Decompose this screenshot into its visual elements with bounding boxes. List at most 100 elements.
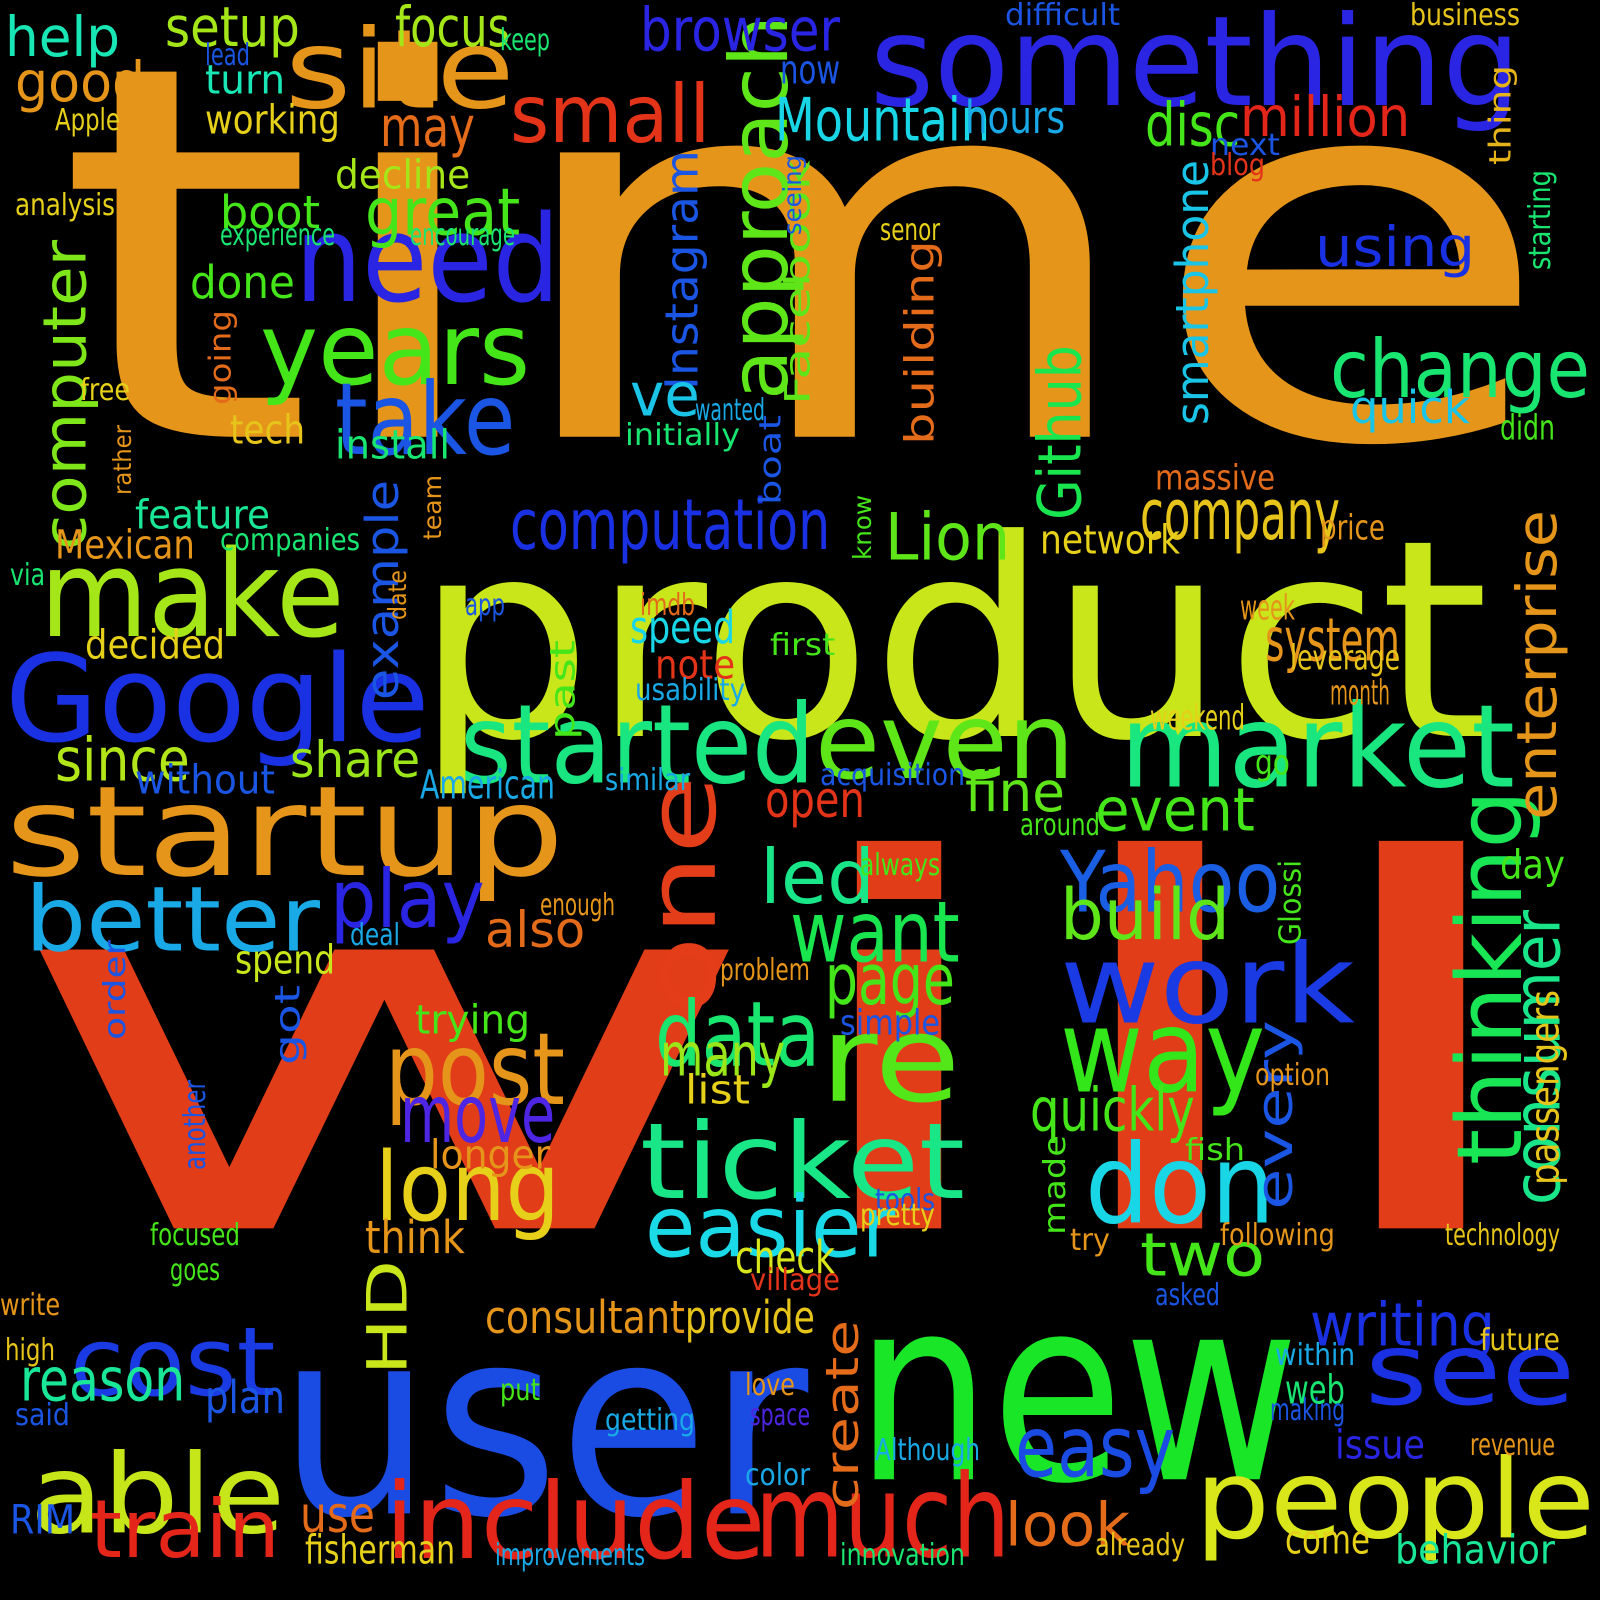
word-behavior: behavior xyxy=(1395,1526,1555,1574)
word-app: app xyxy=(465,587,506,623)
word-option: option xyxy=(1255,1057,1331,1093)
word-didn: didn xyxy=(1500,406,1556,448)
word-provide: provide xyxy=(685,1290,815,1344)
word-one: one xyxy=(626,774,738,1016)
word-include: include xyxy=(385,1460,766,1584)
word-data: data xyxy=(655,981,821,1088)
word-done: done xyxy=(190,255,295,309)
word-write: write xyxy=(0,1287,61,1323)
word-list: list xyxy=(685,1066,750,1114)
word-companies: companies xyxy=(220,522,361,558)
word-writing: writing xyxy=(1310,1289,1495,1360)
word-next: next xyxy=(1210,127,1280,163)
word-revenue: revenue xyxy=(1470,1427,1556,1463)
word-easy: easy xyxy=(1015,1397,1176,1497)
word-smartphone: smartphone xyxy=(1165,159,1219,426)
word-instagram: Instagram xyxy=(655,150,709,390)
word-install: install xyxy=(335,421,451,469)
word-something: something xyxy=(870,0,1521,135)
word-page: page xyxy=(825,938,955,1021)
word-order: order xyxy=(97,940,133,1040)
word-take: take xyxy=(335,361,516,478)
word-getting: getting xyxy=(605,1402,696,1438)
word-two: two xyxy=(1140,1219,1266,1290)
word-good: good xyxy=(15,50,146,115)
word-going: going xyxy=(202,309,238,406)
word-help: help xyxy=(5,5,121,70)
word-started: started xyxy=(460,680,815,809)
word-issue: issue xyxy=(1335,1421,1425,1469)
word-without: without xyxy=(135,756,275,804)
word-longer: longer xyxy=(430,1131,551,1179)
word-fine: fine xyxy=(965,760,1065,825)
word-work: work xyxy=(1060,920,1355,1049)
word-lead: lead xyxy=(205,37,251,73)
word-need: need xyxy=(295,189,560,330)
word-deal: deal xyxy=(350,917,401,953)
word-open: open xyxy=(765,770,865,829)
word-github: Github xyxy=(1024,345,1095,520)
word-rather: rather xyxy=(107,425,137,495)
word-decline: decline xyxy=(335,151,471,199)
word-much: much xyxy=(755,1449,1011,1585)
word-also: also xyxy=(485,900,586,959)
word-look: look xyxy=(1005,1489,1131,1560)
word-business: business xyxy=(1410,0,1520,33)
word-make: make xyxy=(40,524,345,665)
word-date: date xyxy=(382,570,412,620)
word-move: move xyxy=(400,1067,556,1162)
word-decided: decided xyxy=(85,621,226,669)
word-massive: massive xyxy=(1155,456,1276,498)
word-product: product xyxy=(415,480,1489,802)
word-building: building xyxy=(896,240,943,445)
word-asked: asked xyxy=(1155,1277,1220,1313)
word-plan: plan xyxy=(205,1370,285,1424)
word-use: use xyxy=(300,1485,376,1544)
word-even: even xyxy=(815,680,1075,804)
word-time: time xyxy=(55,0,1555,562)
word-made: made xyxy=(1037,1135,1073,1235)
word-innovation: innovation xyxy=(840,1537,965,1573)
word-post: post xyxy=(385,1011,565,1128)
word-already: already xyxy=(1095,1527,1186,1563)
word-color: color xyxy=(745,1457,811,1493)
word-browser: browser xyxy=(640,0,841,65)
word-feature: feature xyxy=(135,491,271,539)
word-technology: technology xyxy=(1445,1217,1561,1253)
word-similar: similar xyxy=(605,762,691,798)
word-wanted: wanted xyxy=(695,392,765,428)
word-google: Google xyxy=(5,629,430,770)
word-change: change xyxy=(1330,322,1591,417)
word-got: got xyxy=(266,985,308,1065)
word-mountain: Mountain xyxy=(775,84,990,155)
word-go: go xyxy=(1255,741,1290,783)
word-every: every xyxy=(1245,1020,1304,1210)
word-people: people xyxy=(1195,1435,1595,1564)
word-yahoo: Yahoo xyxy=(1060,832,1281,932)
word-imdb: imdb xyxy=(640,587,696,623)
word-long: long xyxy=(375,1131,560,1243)
word-enterprise: enterprise xyxy=(1504,510,1570,820)
word-apple: Apple xyxy=(55,102,120,138)
word-price: price xyxy=(1320,506,1385,548)
word-high: high xyxy=(5,1332,56,1368)
word-great: great xyxy=(365,174,521,251)
word-quick: quick xyxy=(1350,380,1470,434)
word-future: future xyxy=(1480,1322,1560,1358)
word-seeing: seeing xyxy=(777,155,807,235)
word-since: since xyxy=(55,724,190,795)
word-although: Although xyxy=(875,1432,981,1468)
word-site: site xyxy=(285,5,515,134)
word-want: want xyxy=(790,882,960,982)
word-years: years xyxy=(260,291,531,408)
word-encourage: encourage xyxy=(410,217,515,253)
word-note: note xyxy=(655,641,736,689)
word-starting: starting xyxy=(1522,170,1558,270)
word-hd: HD xyxy=(355,1259,420,1376)
word-making: making xyxy=(1270,1392,1346,1428)
word-cost: cost xyxy=(70,1306,276,1418)
word-love: love xyxy=(745,1367,795,1403)
word-free: free xyxy=(80,372,131,408)
word-new: new xyxy=(855,1242,1300,1541)
word-focused: focused xyxy=(150,1217,240,1253)
